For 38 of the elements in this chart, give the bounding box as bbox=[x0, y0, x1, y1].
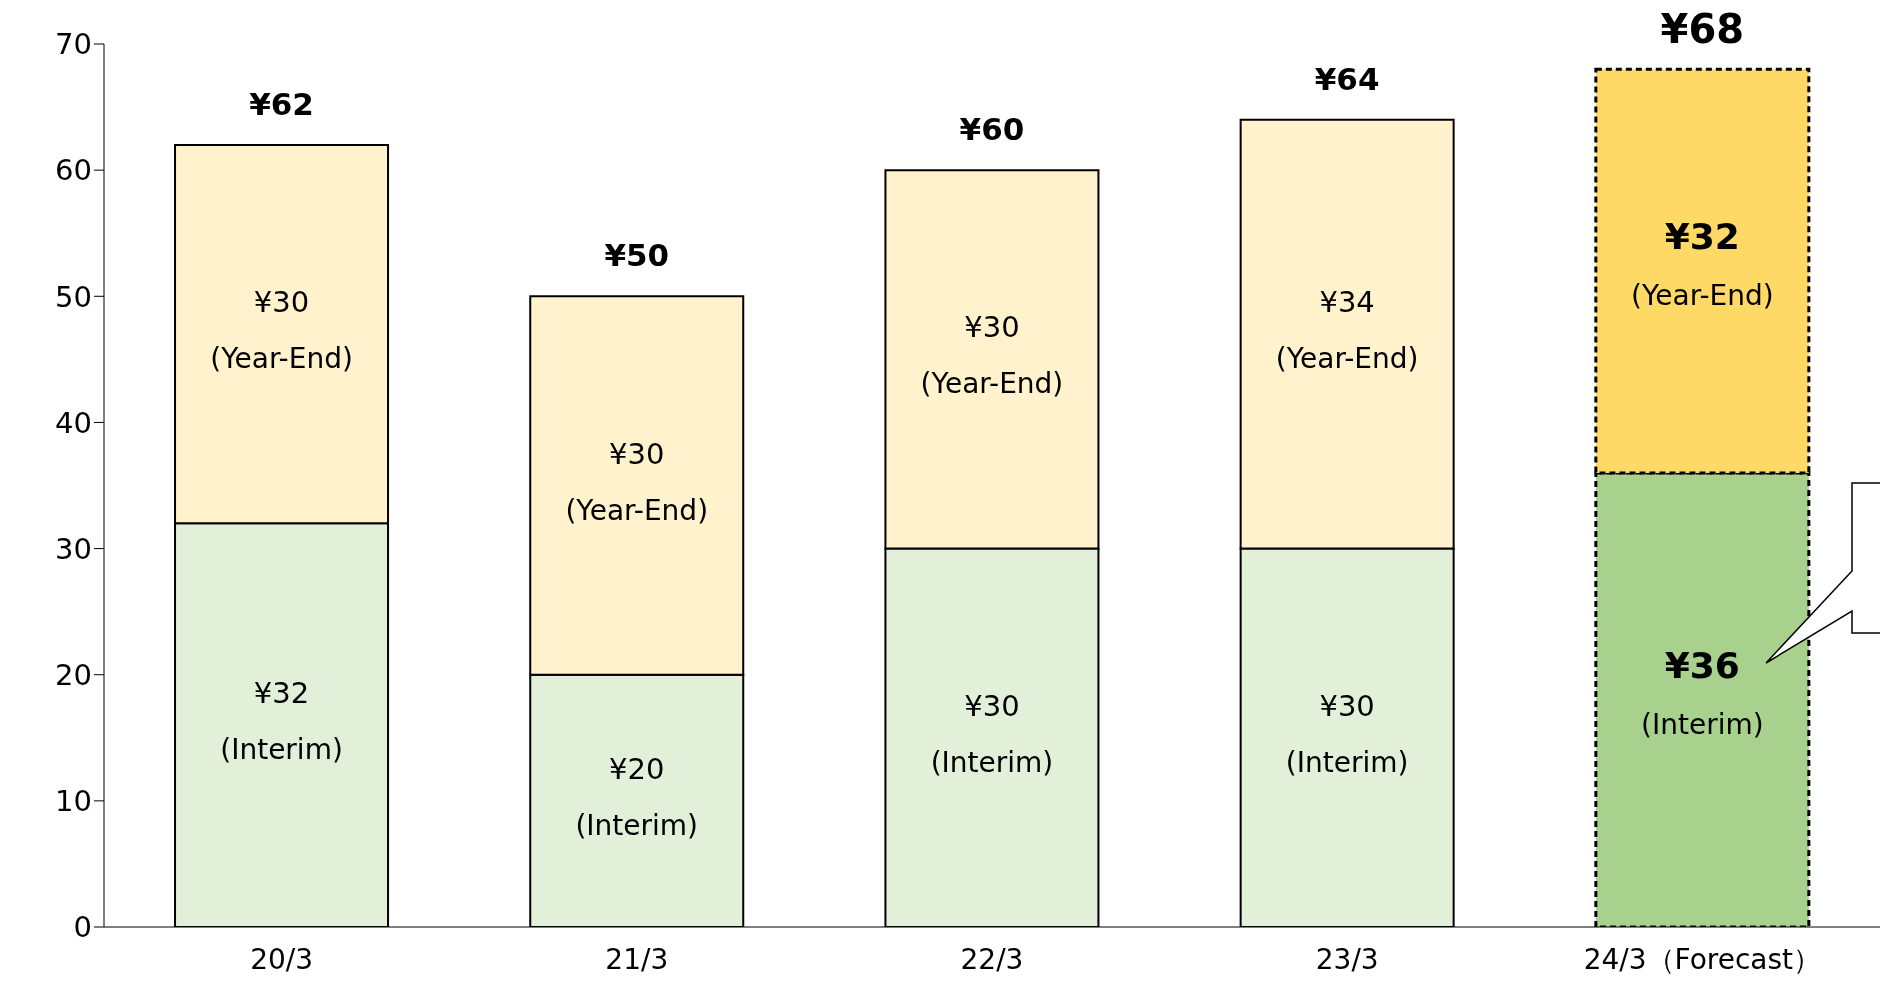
data-label: ¥20 bbox=[609, 751, 665, 786]
y-tick-label: 10 bbox=[55, 784, 92, 819]
data-label: ¥30 bbox=[1319, 688, 1375, 723]
total-label: ¥68 bbox=[1660, 6, 1745, 53]
y-tick-label: 0 bbox=[73, 910, 92, 945]
x-tick-label: 23/3 bbox=[1315, 942, 1379, 976]
y-tick-label: 60 bbox=[55, 153, 92, 188]
total-label: ¥50 bbox=[604, 237, 670, 274]
data-label: ¥32 bbox=[253, 676, 310, 711]
text: (Interim) bbox=[930, 745, 1054, 779]
data-label: ¥30 bbox=[253, 285, 310, 320]
y-tick-label: 40 bbox=[55, 405, 92, 440]
text: (Year-End) bbox=[210, 342, 353, 376]
text: (Year-End) bbox=[565, 493, 709, 527]
total-label: ¥60 bbox=[959, 111, 1025, 148]
data-label: ¥30 bbox=[964, 688, 1020, 723]
y-tick-label: 20 bbox=[55, 658, 92, 693]
y-tick-label: 70 bbox=[55, 27, 92, 62]
y-tick-label: 30 bbox=[55, 531, 92, 566]
text: (Year-End) bbox=[920, 367, 1064, 401]
text: (Interim) bbox=[220, 733, 343, 767]
text: (Interim) bbox=[1641, 707, 1764, 741]
data-label: ¥34 bbox=[1319, 285, 1375, 320]
data-label: ¥30 bbox=[964, 310, 1020, 345]
series-label: (Interim) bbox=[1285, 745, 1409, 779]
total-label: ¥62 bbox=[249, 85, 314, 122]
total-label: ¥64 bbox=[1314, 60, 1380, 97]
data-label: ¥36 bbox=[1664, 644, 1740, 686]
text: (Year-End) bbox=[1631, 279, 1774, 313]
series-label: (Year-End) bbox=[1275, 342, 1419, 376]
x-tick-label: 21/3 bbox=[605, 942, 669, 976]
x-tick-label: 22/3 bbox=[960, 942, 1024, 976]
data-label: ¥32 bbox=[1664, 216, 1740, 258]
x-tick-label: 20/3 bbox=[250, 942, 314, 976]
x-tick-label: 24/3（Forecast） bbox=[1583, 942, 1822, 976]
text: (Interim) bbox=[575, 808, 699, 842]
y-tick-label: 50 bbox=[55, 279, 92, 314]
data-label: ¥30 bbox=[609, 436, 665, 471]
